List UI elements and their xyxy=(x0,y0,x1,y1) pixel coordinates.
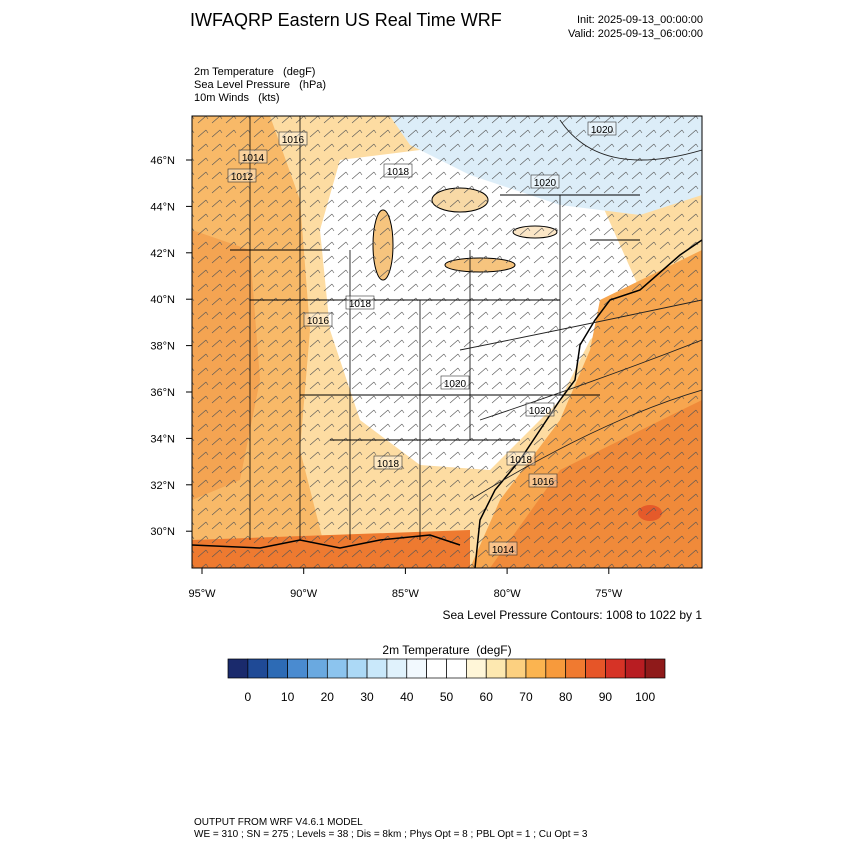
colorbar-box xyxy=(366,658,388,679)
colorbar-box xyxy=(346,658,368,679)
title: IWFAQRP Eastern US Real Time WRF xyxy=(190,10,502,30)
lon-label: 90°W xyxy=(290,588,318,600)
colorbar-tick-label: 40 xyxy=(400,690,414,704)
isobar-label: 1016 xyxy=(282,135,305,146)
colorbar-box xyxy=(386,658,408,679)
map-frame xyxy=(191,115,703,569)
isobar-label-box xyxy=(530,174,560,189)
isobar-label-box xyxy=(303,312,333,327)
isobar-label-box xyxy=(525,402,555,417)
lon-label: 85°W xyxy=(392,588,420,600)
isobar-label: 1020 xyxy=(591,125,614,136)
valid-time: Valid: 2025-09-13_06:00:00 xyxy=(568,28,703,40)
isobar-label: 1012 xyxy=(231,172,254,183)
lat-label: 46°N xyxy=(150,155,175,167)
isobar-labels: 1016 1014 1012 1018 1020 1020 1018 1016 1020 1020… xyxy=(227,121,617,556)
isobar-label: 1016 xyxy=(532,477,555,488)
init-time: Init: 2025-09-13_00:00:00 xyxy=(577,14,703,26)
colorbar-box xyxy=(247,658,269,679)
colorbar-box xyxy=(624,658,646,679)
colorbar-tick-label: 90 xyxy=(599,690,613,704)
map xyxy=(192,116,702,568)
isobar-label: 1020 xyxy=(444,379,467,390)
isobar-label: 1020 xyxy=(534,178,557,189)
state-border xyxy=(249,116,561,540)
colorbar-tick-label: 10 xyxy=(281,690,295,704)
isobar-label-box xyxy=(506,451,536,466)
colorbar-tick-label: 50 xyxy=(440,690,454,704)
isobar-label: 1018 xyxy=(387,167,410,178)
lat-label: 38°N xyxy=(150,341,175,353)
isobar-label-box xyxy=(238,149,268,164)
colorbar-box xyxy=(426,658,447,679)
isobar-label: 1020 xyxy=(529,406,552,417)
colorbar-tick-label: 60 xyxy=(480,690,494,704)
isobar-label: 1016 xyxy=(307,316,330,327)
colorbar-box xyxy=(505,658,527,679)
colorbar-box xyxy=(545,658,567,679)
lat-label: 40°N xyxy=(150,294,175,306)
colorbar: 0 10 20 30 40 50 60 70 80 90 100 xyxy=(227,658,666,704)
isobar-label: 1018 xyxy=(349,299,372,310)
colorbar-box xyxy=(525,658,547,679)
footer-line: WE = 310 ; SN = 275 ; Levels = 38 ; Dis … xyxy=(194,829,588,840)
isobar-label-box xyxy=(440,375,470,390)
colorbar-title: 2m Temperature (degF) xyxy=(382,643,511,657)
colorbar-box xyxy=(446,658,467,679)
isobar-label-box xyxy=(488,541,518,556)
lon-label: 95°W xyxy=(188,588,216,600)
isobar-label: 1014 xyxy=(492,545,515,556)
contour-note: Sea Level Pressure Contours: 1008 to 102… xyxy=(443,608,703,622)
colorbar-tick-label: 0 xyxy=(245,690,252,704)
colorbar-box xyxy=(644,658,666,679)
isobar-label-box xyxy=(278,131,308,146)
colorbar-tick-label: 70 xyxy=(519,690,533,704)
colorbar-box xyxy=(307,658,328,679)
field-label: 2m Temperature (degF) xyxy=(194,66,315,78)
isobar-label: 1014 xyxy=(242,153,265,164)
lat-label: 34°N xyxy=(150,433,175,445)
colorbar-tick-label: 20 xyxy=(321,690,335,704)
colorbar-tick-label: 80 xyxy=(559,690,573,704)
isobar-label-box xyxy=(528,473,558,488)
lon-label: 80°W xyxy=(494,588,522,600)
state-border xyxy=(230,194,640,441)
isobar-label-box xyxy=(345,295,375,310)
colorbar-tick-label: 30 xyxy=(360,690,374,704)
lat-label: 44°N xyxy=(150,201,175,213)
isobar-label-box xyxy=(383,163,413,178)
isobar-label-box xyxy=(587,121,617,136)
coastline xyxy=(474,239,702,568)
colorbar-box xyxy=(287,658,308,679)
colorbar-box xyxy=(406,658,427,679)
colorbar-box xyxy=(565,658,586,679)
colorbar-tick-label: 100 xyxy=(635,690,655,704)
isobar-label-box xyxy=(227,168,257,183)
lat-label: 32°N xyxy=(150,480,175,492)
lat-label: 30°N xyxy=(150,526,175,538)
footer-line: OUTPUT FROM WRF V4.6.1 MODEL xyxy=(194,817,363,828)
colorbar-box xyxy=(326,658,348,679)
colorbar-box xyxy=(267,658,288,679)
wind-barbs xyxy=(192,116,702,568)
field-label: Sea Level Pressure (hPa) xyxy=(194,79,326,91)
isobar-label-box xyxy=(373,455,403,470)
field-label: 10m Winds (kts) xyxy=(194,92,280,104)
coastline xyxy=(192,534,461,549)
isobar-label: 1018 xyxy=(510,455,533,466)
colorbar-box xyxy=(605,658,626,679)
colorbar-box xyxy=(227,658,249,679)
colorbar-box xyxy=(485,658,507,679)
lat-label: 36°N xyxy=(150,387,175,399)
colorbar-box xyxy=(585,658,606,679)
lat-label: 42°N xyxy=(150,248,175,260)
lon-label: 75°W xyxy=(595,588,623,600)
colorbar-box xyxy=(466,658,487,679)
isobar-label: 1018 xyxy=(377,459,400,470)
axes: 46°N 44°N 42°N 40°N 38°N 36°N 34°N 32°N 30°N 95°W… xyxy=(150,155,622,600)
isobar xyxy=(459,119,702,501)
